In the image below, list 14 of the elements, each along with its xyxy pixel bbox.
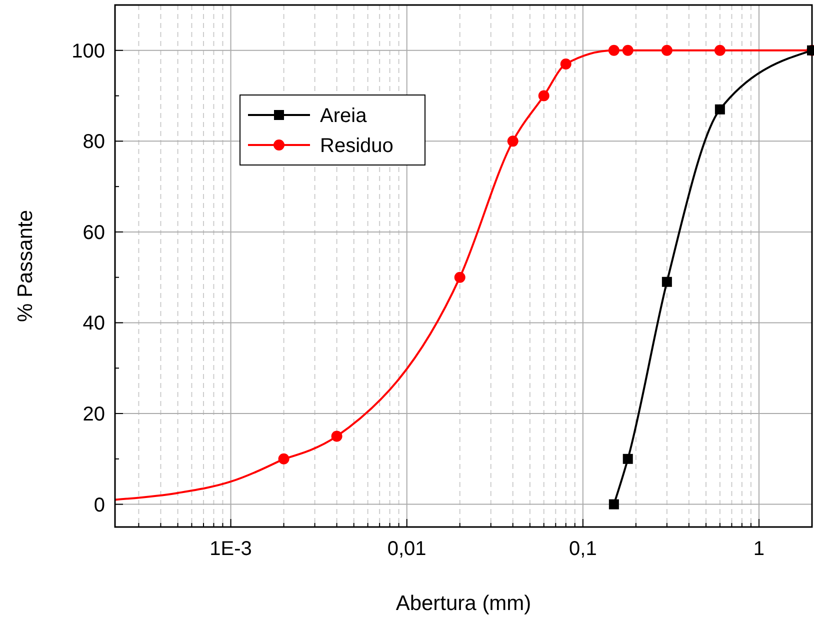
x-tick-label: 0,01 (387, 538, 426, 560)
x-tick-label: 1E-3 (210, 538, 252, 560)
y-axis-title: % Passante (14, 210, 37, 322)
x-axis-title: Abertura (mm) (396, 592, 532, 615)
legend-label: Residuo (320, 135, 394, 157)
y-tick-label: 20 (82, 404, 105, 426)
y-tick-label: 40 (82, 312, 105, 335)
y-tick-label: 100 (72, 40, 105, 62)
x-tick-label: 0,1 (569, 538, 597, 560)
y-tick-label: 80 (82, 131, 105, 154)
legend-label: Areia (320, 105, 368, 127)
y-tick-label: 60 (82, 222, 105, 244)
y-tick-label: 0 (94, 494, 105, 516)
x-tick-label: 1 (753, 538, 765, 560)
